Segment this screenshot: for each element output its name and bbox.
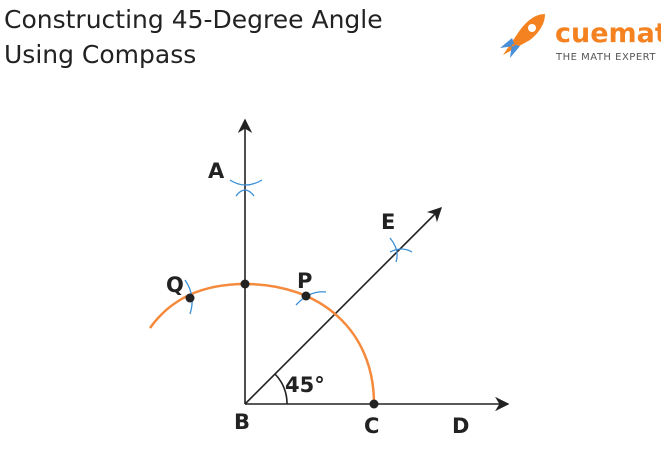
point-label: P bbox=[297, 269, 312, 293]
compass-arc bbox=[148, 282, 376, 405]
point bbox=[301, 291, 311, 301]
point-label: Q bbox=[166, 273, 184, 297]
point-label: C bbox=[364, 414, 379, 438]
point bbox=[240, 279, 250, 289]
arc-mark bbox=[389, 248, 413, 253]
arc-mark bbox=[229, 179, 263, 186]
title-line: Constructing 45-Degree Angle bbox=[4, 5, 383, 34]
title-line: Using Compass bbox=[4, 40, 196, 69]
brand: cuemath bbox=[555, 18, 661, 49]
rocket-fin bbox=[500, 38, 520, 58]
point-label: B bbox=[234, 410, 250, 434]
rocket-body bbox=[503, 14, 545, 55]
rocket-window bbox=[528, 24, 536, 32]
point bbox=[185, 293, 195, 303]
angle-arc bbox=[274, 373, 288, 405]
tagline: THE MATH EXPERT bbox=[555, 52, 656, 63]
arc-mark bbox=[235, 189, 255, 197]
point-label: A bbox=[208, 159, 225, 183]
point-label: D bbox=[452, 414, 469, 438]
angle-label: 45° bbox=[285, 373, 325, 397]
point bbox=[369, 399, 379, 409]
arc-mark bbox=[295, 291, 327, 306]
point-label: E bbox=[381, 210, 395, 234]
ray-be bbox=[244, 206, 443, 405]
logo: cuemath THE MATH EXPERT bbox=[500, 14, 661, 63]
